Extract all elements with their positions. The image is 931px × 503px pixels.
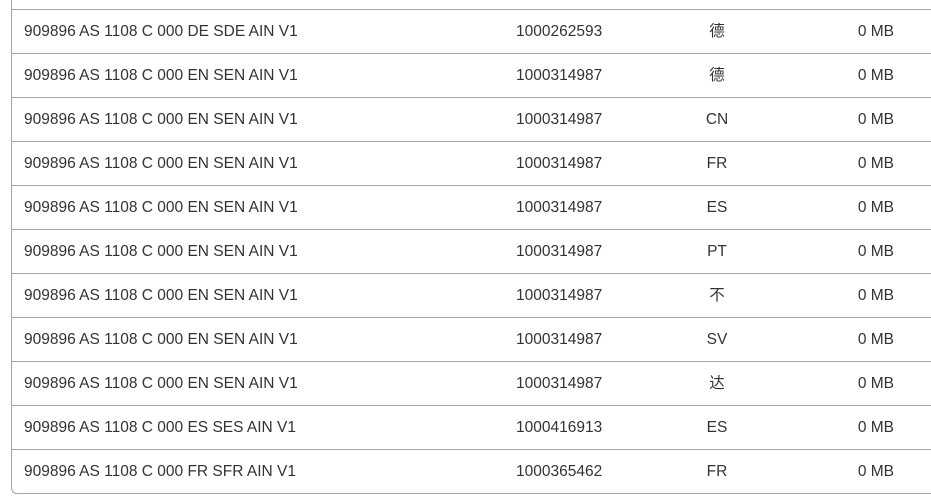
document-size: 0 MB [857, 111, 894, 128]
table-row[interactable]: 909896 AS 1108 C 000 ES SES AIN V1 10004… [12, 405, 931, 449]
document-id: 1000314987 [516, 111, 603, 128]
table-row[interactable]: 909896 AS 1108 C 000 EN SEN AIN V1 10003… [12, 361, 931, 405]
document-id: 1000314987 [516, 331, 603, 348]
language-code: PT [707, 243, 727, 260]
document-id: 1000314987 [516, 67, 603, 84]
language-code: SV [706, 331, 728, 348]
language-code: ES [706, 419, 728, 436]
document-name: 909896 AS 1108 C 000 EN SEN AIN V1 [24, 111, 298, 128]
document-name: 909896 AS 1108 C 000 EN SEN AIN V1 [24, 331, 298, 348]
document-name: 909896 AS 1108 C 000 EN SEN AIN V1 [24, 67, 298, 84]
document-id: 1000314987 [516, 243, 603, 260]
table-row[interactable]: 909896 AS 1108 C 000 EN SEN AIN V1 10003… [12, 229, 931, 273]
document-name: 909896 AS 1108 C 000 EN SEN AIN V1 [24, 199, 298, 216]
document-size: 0 MB [857, 199, 894, 216]
document-size: 0 MB [857, 23, 894, 40]
language-code: 达 [709, 375, 725, 392]
document-id: 1000314987 [516, 375, 603, 392]
document-id: 1000314987 [516, 199, 603, 216]
document-name: 909896 AS 1108 C 000 ES SES AIN V1 [24, 419, 297, 436]
language-code: 不 [709, 287, 725, 304]
table-row[interactable]: 909896 AS 1108 C 000 EN SEN AIN V1 10003… [12, 141, 931, 185]
language-code: ES [706, 199, 728, 216]
document-size: 0 MB [857, 287, 894, 304]
document-id: 1000262593 [516, 23, 603, 40]
document-size: 0 MB [857, 375, 894, 392]
document-size: 0 MB [857, 243, 894, 260]
document-size: 0 MB [857, 463, 894, 480]
document-id: 1000314987 [516, 155, 603, 172]
language-code: 德 [709, 23, 725, 40]
table-row[interactable]: 909896 AS 1108 C 000 DE SDE AIN V1 10002… [12, 9, 931, 53]
document-size: 0 MB [857, 67, 894, 84]
table-row[interactable]: 909896 AS 1108 C 000 EN SEN AIN V1 10003… [12, 97, 931, 141]
table-row[interactable]: 909896 AS 1108 C 000 EN SEN AIN V1 10003… [12, 185, 931, 229]
table-row[interactable]: 909896 AS 1108 C 000 EN SEN AIN V1 10003… [12, 53, 931, 97]
document-name: 909896 AS 1108 C 000 EN SEN AIN V1 [24, 155, 298, 172]
table-row[interactable]: 909896 AS 1108 C 000 FR SFR AIN V1 10003… [12, 449, 931, 493]
document-name: 909896 AS 1108 C 000 EN SEN AIN V1 [24, 287, 298, 304]
document-size: 0 MB [857, 155, 894, 172]
language-code: FR [706, 155, 728, 172]
document-id: 1000314987 [516, 287, 603, 304]
table-row-partial [12, 0, 931, 9]
document-size: 0 MB [857, 419, 894, 436]
language-code: 德 [709, 67, 725, 84]
document-name: 909896 AS 1108 C 000 FR SFR AIN V1 [24, 463, 296, 480]
document-name: 909896 AS 1108 C 000 DE SDE AIN V1 [24, 23, 298, 40]
document-id: 1000416913 [516, 419, 603, 436]
document-id: 1000365462 [516, 463, 603, 480]
language-code: CN [705, 111, 729, 128]
language-code: FR [706, 463, 728, 480]
table-row[interactable]: 909896 AS 1108 C 000 EN SEN AIN V1 10003… [12, 317, 931, 361]
document-name: 909896 AS 1108 C 000 EN SEN AIN V1 [24, 243, 298, 260]
document-size: 0 MB [857, 331, 894, 348]
table-row[interactable]: 909896 AS 1108 C 000 EN SEN AIN V1 10003… [12, 273, 931, 317]
table-body: 909896 AS 1108 C 000 DE SDE AIN V1 10002… [12, 9, 931, 493]
document-name: 909896 AS 1108 C 000 EN SEN AIN V1 [24, 375, 298, 392]
documents-table: 909896 AS 1108 C 000 DE SDE AIN V1 10002… [11, 0, 931, 494]
